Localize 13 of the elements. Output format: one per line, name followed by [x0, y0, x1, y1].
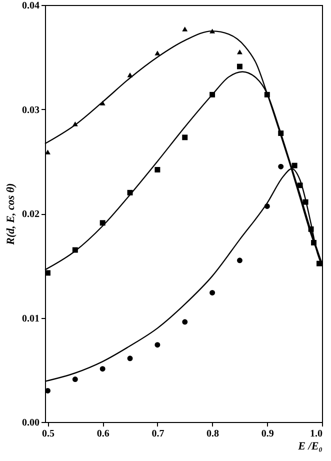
x-axis-title: E /E₀: [297, 440, 323, 452]
y-tick-label: 0.01: [22, 313, 40, 324]
x-tick-label: 0.7: [152, 428, 164, 440]
y-axis-title: R(d, E, cos θ): [5, 183, 17, 246]
x-tick-label: 0.8: [206, 428, 220, 440]
x-tick-label: 0.9: [261, 428, 274, 440]
x-tick-label: 0.5: [42, 428, 54, 440]
y-tick-label: 0.04: [22, 0, 40, 12]
x-tick-label: 1.0: [310, 428, 322, 440]
x-tick-label: 0.6: [96, 428, 110, 440]
y-tick-label: 0.03: [22, 104, 40, 116]
y-tick-label: 0.00: [22, 418, 40, 428]
y-tick-label: 0.02: [22, 209, 40, 220]
